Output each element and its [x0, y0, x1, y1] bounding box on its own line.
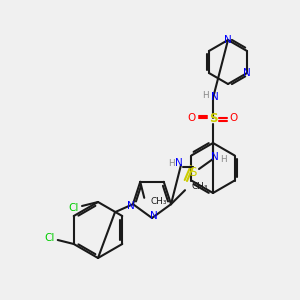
Text: N: N	[211, 152, 219, 162]
Text: N: N	[175, 158, 183, 168]
Text: O: O	[188, 113, 196, 123]
Text: H: H	[168, 158, 174, 167]
Text: S: S	[189, 167, 197, 179]
Text: N: N	[127, 201, 135, 211]
Text: N: N	[243, 68, 251, 78]
Text: N: N	[211, 92, 219, 102]
Text: Cl: Cl	[45, 233, 55, 243]
Text: H: H	[220, 154, 226, 164]
Text: CH₃: CH₃	[150, 197, 167, 206]
Text: N: N	[150, 211, 158, 221]
Text: Cl: Cl	[69, 203, 79, 213]
Text: O: O	[230, 113, 238, 123]
Text: CH₃: CH₃	[191, 182, 208, 191]
Text: N: N	[224, 35, 232, 45]
Text: S: S	[209, 112, 217, 124]
Text: H: H	[202, 92, 208, 100]
